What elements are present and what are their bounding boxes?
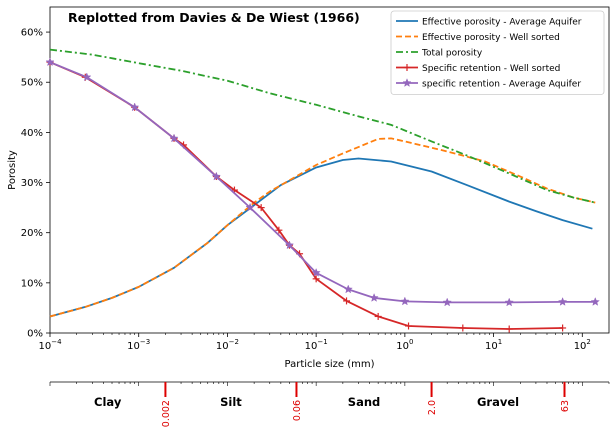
star-marker bbox=[311, 267, 321, 277]
series-line bbox=[49, 137, 596, 318]
star-marker bbox=[590, 297, 600, 306]
plot-area: 10−4 10−3 10−2 10−1 100 101 102 0% 10% 20% 30% 40% 5… bbox=[7, 6, 610, 370]
series-2 bbox=[49, 48, 596, 204]
grain-size-class-axis: 0.002 0.06 2.0 63 Clay Silt Sand Gravel bbox=[49, 381, 610, 427]
legend-entry: Total porosity bbox=[396, 49, 483, 59]
star-marker bbox=[284, 240, 295, 250]
star-marker bbox=[245, 202, 255, 212]
class-boundary-label: 63 bbox=[560, 400, 571, 412]
y-tick-label: 60% bbox=[21, 28, 43, 39]
legend-box bbox=[390, 10, 605, 95]
legend-entry: Specific retention - Well sorted bbox=[396, 64, 560, 74]
star-marker bbox=[442, 297, 452, 307]
x-tick-label: 10−1 bbox=[305, 338, 328, 352]
legend-label: Effective porosity - Average Aquifer bbox=[422, 18, 582, 28]
class-boundary-label: 2.0 bbox=[427, 400, 438, 415]
x-tick-label: 10−4 bbox=[38, 338, 62, 352]
y-tick-label: 30% bbox=[21, 178, 43, 189]
series-1 bbox=[49, 137, 596, 318]
class-label: Gravel bbox=[477, 395, 519, 409]
class-label: Clay bbox=[94, 395, 122, 409]
chart-title: Replotted from Davies & De Wiest (1966) bbox=[68, 10, 360, 25]
series-line bbox=[49, 48, 596, 204]
y-tick-label: 50% bbox=[21, 78, 43, 89]
x-tick-label: 10−2 bbox=[216, 338, 239, 352]
class-boundary-label: 0.06 bbox=[292, 400, 303, 421]
y-tick-label: 10% bbox=[21, 278, 43, 289]
x-tick-label: 10−3 bbox=[127, 338, 150, 352]
x-tick-label: 102 bbox=[574, 338, 591, 352]
legend-label: specific retention - Average Aquifer bbox=[422, 80, 581, 90]
y-axis-label: Porosity bbox=[7, 150, 18, 190]
x-axis-label: Particle size (mm) bbox=[285, 359, 375, 370]
series-line bbox=[49, 157, 593, 318]
series-3 bbox=[46, 58, 567, 333]
legend: Effective porosity - Average Aquifer Effe… bbox=[390, 10, 605, 95]
star-marker bbox=[129, 102, 140, 112]
plot-frame bbox=[49, 6, 610, 334]
legend-entry: Effective porosity - Well sorted bbox=[396, 33, 560, 43]
star-marker bbox=[45, 57, 55, 67]
y-tick-label: 20% bbox=[21, 228, 43, 239]
x-tick-label: 101 bbox=[485, 338, 502, 352]
star-marker bbox=[400, 296, 410, 306]
star-marker bbox=[369, 292, 379, 302]
star-marker bbox=[343, 284, 353, 294]
y-tick-label: 40% bbox=[21, 128, 43, 139]
class-label: Silt bbox=[220, 395, 242, 409]
star-marker bbox=[504, 297, 514, 307]
legend-label: Effective porosity - Well sorted bbox=[422, 33, 560, 43]
x-tick-label: 100 bbox=[396, 338, 413, 352]
class-boundary-label: 0.002 bbox=[161, 400, 172, 427]
class-label: Sand bbox=[348, 395, 380, 409]
legend-label: Total porosity bbox=[421, 49, 483, 59]
star-marker bbox=[211, 171, 221, 181]
star-marker bbox=[169, 133, 179, 143]
series-0 bbox=[49, 157, 593, 318]
series-4 bbox=[45, 57, 600, 307]
series-line bbox=[49, 61, 596, 304]
legend-entry: Effective porosity - Average Aquifer bbox=[396, 18, 582, 28]
star-marker bbox=[402, 78, 412, 87]
y-tick-label: 0% bbox=[27, 329, 43, 340]
star-marker bbox=[557, 297, 568, 306]
legend-label: Specific retention - Well sorted bbox=[422, 64, 560, 74]
legend-entry: specific retention - Average Aquifer bbox=[396, 78, 581, 90]
star-marker bbox=[82, 72, 92, 82]
